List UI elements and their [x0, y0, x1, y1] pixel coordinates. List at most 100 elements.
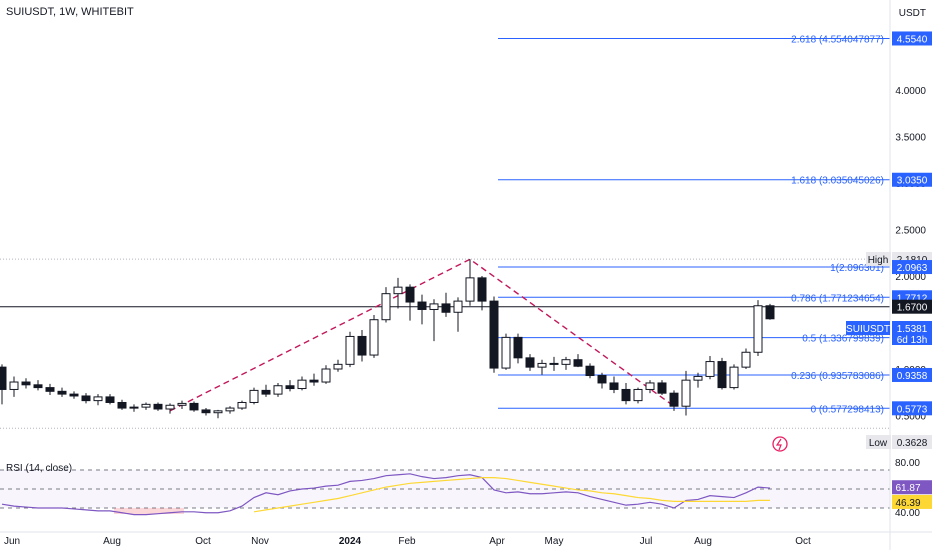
price-tick-label: 2.0000: [895, 272, 926, 283]
candle-body: [309, 379, 319, 383]
alert-icon[interactable]: [772, 436, 788, 452]
candle-body: [405, 286, 415, 303]
rsi-value: 61.87: [895, 483, 920, 494]
candle-body: [441, 303, 451, 313]
candle-body: [525, 357, 535, 368]
rsi-ma-line: [253, 477, 770, 513]
candle-body: [585, 365, 595, 377]
time-tick-label: Nov: [251, 536, 269, 547]
candle-body: [117, 401, 127, 409]
low-value: 0.3628: [897, 438, 928, 449]
rsi-band: [0, 470, 890, 508]
price-tick-label: 0.5000: [895, 412, 926, 423]
current-price-box: [892, 321, 932, 345]
low-label: Low: [869, 438, 888, 449]
candle-body: [465, 277, 475, 302]
candle-body: [21, 381, 31, 386]
candle-body: [765, 305, 775, 320]
candle-body: [513, 336, 523, 359]
fib-value: 3.0350: [897, 176, 928, 187]
candle-body: [225, 407, 235, 412]
candle-body: [81, 395, 91, 402]
candle-body: [261, 389, 271, 395]
current-price: 1.5381: [897, 324, 928, 335]
candle-body: [501, 336, 511, 369]
candle-body: [621, 388, 631, 402]
countdown: 6d 13h: [897, 335, 928, 346]
time-tick-label: Jun: [4, 536, 20, 547]
candle-body: [213, 410, 223, 414]
candle-body: [597, 375, 607, 384]
candle-body: [573, 359, 583, 367]
rsi-value-box: [892, 480, 932, 495]
fib-value: 4.5540: [897, 34, 928, 45]
time-tick-label: Oct: [795, 536, 811, 547]
rsi-oversold-fill: [114, 508, 184, 514]
fib-value: 1.7712: [897, 293, 928, 304]
time-tick-label: Aug: [103, 536, 121, 547]
candle-body: [45, 387, 55, 392]
time-tick-label: Oct: [195, 536, 211, 547]
candle-body: [549, 362, 559, 365]
candle-body: [609, 382, 619, 390]
fib-badge: [892, 367, 932, 382]
candle-body: [369, 319, 379, 356]
candle-body: [453, 300, 463, 313]
current-symbol-box: [846, 321, 890, 335]
candle-body: [237, 401, 247, 409]
candle-body: [9, 381, 19, 390]
fib-level-label: 1(2.096301): [830, 263, 884, 274]
fib-level-label: 0 (0.577298413): [811, 404, 884, 415]
low-badge: [892, 435, 932, 449]
candle-body: [93, 396, 103, 402]
fib-value: 2.0963: [897, 263, 928, 274]
candle-body: [393, 286, 403, 295]
candle-body: [189, 402, 199, 411]
candle-body: [753, 305, 763, 353]
candle-body: [345, 335, 355, 365]
fib-badge: [892, 172, 932, 187]
time-tick-label: May: [545, 536, 564, 547]
fib-level-label: 0.786 (1.771234654): [791, 293, 884, 304]
fib-badge: [892, 401, 932, 416]
candle-body: [285, 385, 295, 390]
candle-body: [561, 359, 571, 365]
candle-body: [429, 303, 439, 310]
candle-body: [693, 375, 703, 381]
candle-body: [105, 396, 115, 403]
time-tick-label: Apr: [489, 536, 505, 547]
candle-body: [321, 368, 331, 383]
fib-level-label: 2.618 (4.554047877): [791, 34, 884, 45]
candle-body: [717, 361, 727, 389]
rsi-ma-value: 46.39: [895, 498, 920, 509]
candle-body: [645, 382, 655, 390]
rsi-tick-40: 40.00: [895, 508, 920, 519]
candle-body: [129, 406, 139, 409]
candle-body: [333, 363, 343, 370]
price-tick-label: 4.0000: [895, 86, 926, 97]
zigzag-line: [169, 258, 675, 412]
price-tick-label: 2.5000: [895, 226, 926, 237]
candle-body: [537, 362, 547, 368]
currency-label: USDT: [899, 8, 926, 19]
candle-body: [357, 335, 367, 356]
candle-body: [669, 392, 679, 407]
candle-body: [729, 366, 739, 389]
time-tick-label: Jul: [640, 536, 653, 547]
candle-body: [165, 404, 175, 410]
candle-body: [489, 300, 499, 369]
fib-value: 0.5773: [897, 404, 928, 415]
alert-icon-bolt: [775, 438, 782, 451]
hline-badge: [892, 299, 932, 314]
high-label: High: [868, 255, 889, 266]
low-label-box: [866, 435, 891, 449]
candle-body: [273, 385, 283, 395]
time-tick-label: 2024: [339, 536, 362, 547]
fib-level-label: 0.236 (0.935783086): [791, 371, 884, 382]
candle-body: [477, 277, 487, 302]
rsi-ma-box: [892, 494, 932, 509]
candle-body: [141, 403, 151, 408]
candle-body: [681, 379, 691, 407]
candle-body: [177, 402, 187, 406]
